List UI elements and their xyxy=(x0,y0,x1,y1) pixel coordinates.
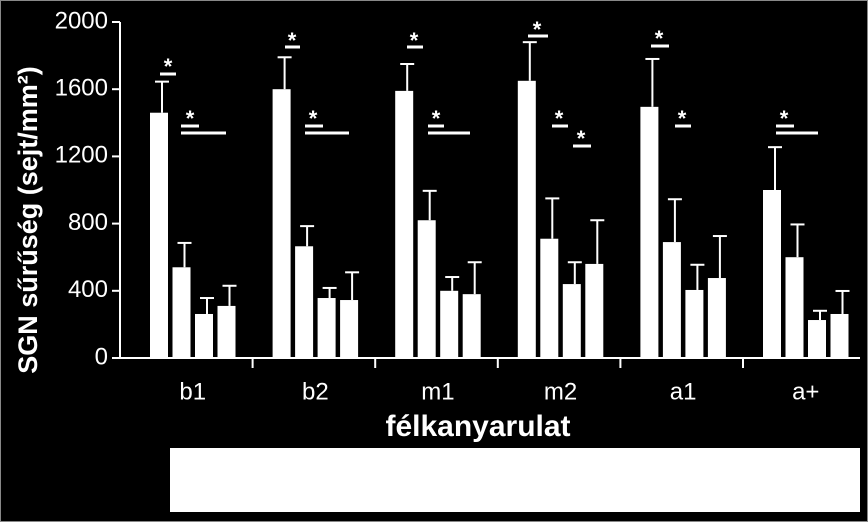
significance-star: * xyxy=(533,17,542,42)
y-tick-label: 400 xyxy=(68,276,108,303)
bar xyxy=(272,89,291,358)
y-tick-label: 1600 xyxy=(55,75,108,102)
bar xyxy=(640,106,659,358)
bar xyxy=(217,305,236,358)
bar xyxy=(317,298,336,358)
bar xyxy=(517,80,536,359)
bar xyxy=(763,190,781,358)
x-tick-label: a1 xyxy=(670,378,697,405)
y-tick-label: 2000 xyxy=(55,7,108,34)
bar xyxy=(707,278,726,358)
significance-star: * xyxy=(655,26,664,51)
bar xyxy=(340,300,359,358)
bar xyxy=(585,263,604,358)
bar xyxy=(662,242,681,358)
bar xyxy=(808,320,826,358)
bar xyxy=(462,294,481,358)
bar xyxy=(295,246,314,358)
significance-star: * xyxy=(577,126,586,151)
bar xyxy=(440,290,459,358)
significance-star: * xyxy=(780,106,789,131)
significance-star: * xyxy=(410,28,419,53)
bar xyxy=(830,313,849,358)
y-tick-label: 1200 xyxy=(55,142,108,169)
blank-box xyxy=(170,448,860,512)
significance-star: * xyxy=(164,54,173,79)
x-tick-label: b1 xyxy=(179,378,206,405)
significance-star: * xyxy=(555,106,564,131)
x-title: félkanyarulat xyxy=(385,410,570,443)
significance-star: * xyxy=(678,106,687,131)
significance-star: * xyxy=(288,28,297,53)
x-tick-label: a+ xyxy=(792,378,819,405)
x-tick-label: m2 xyxy=(544,378,577,405)
significance-star: * xyxy=(432,106,441,131)
x-tick-label: b2 xyxy=(302,378,329,405)
bar xyxy=(417,220,436,358)
y-tick-label: 0 xyxy=(95,343,108,370)
bar xyxy=(195,313,213,358)
bar xyxy=(172,267,191,358)
bar xyxy=(785,257,804,358)
bar xyxy=(395,90,414,358)
bar xyxy=(562,284,581,358)
x-tick-label: m1 xyxy=(421,378,454,405)
bar xyxy=(150,112,168,358)
y-title: SGN sűrűség (sejt/mm²) xyxy=(13,66,43,374)
y-tick-label: 800 xyxy=(68,209,108,236)
significance-star: * xyxy=(186,106,195,131)
bar xyxy=(540,238,559,358)
bar xyxy=(685,289,704,358)
significance-star: * xyxy=(309,106,318,131)
